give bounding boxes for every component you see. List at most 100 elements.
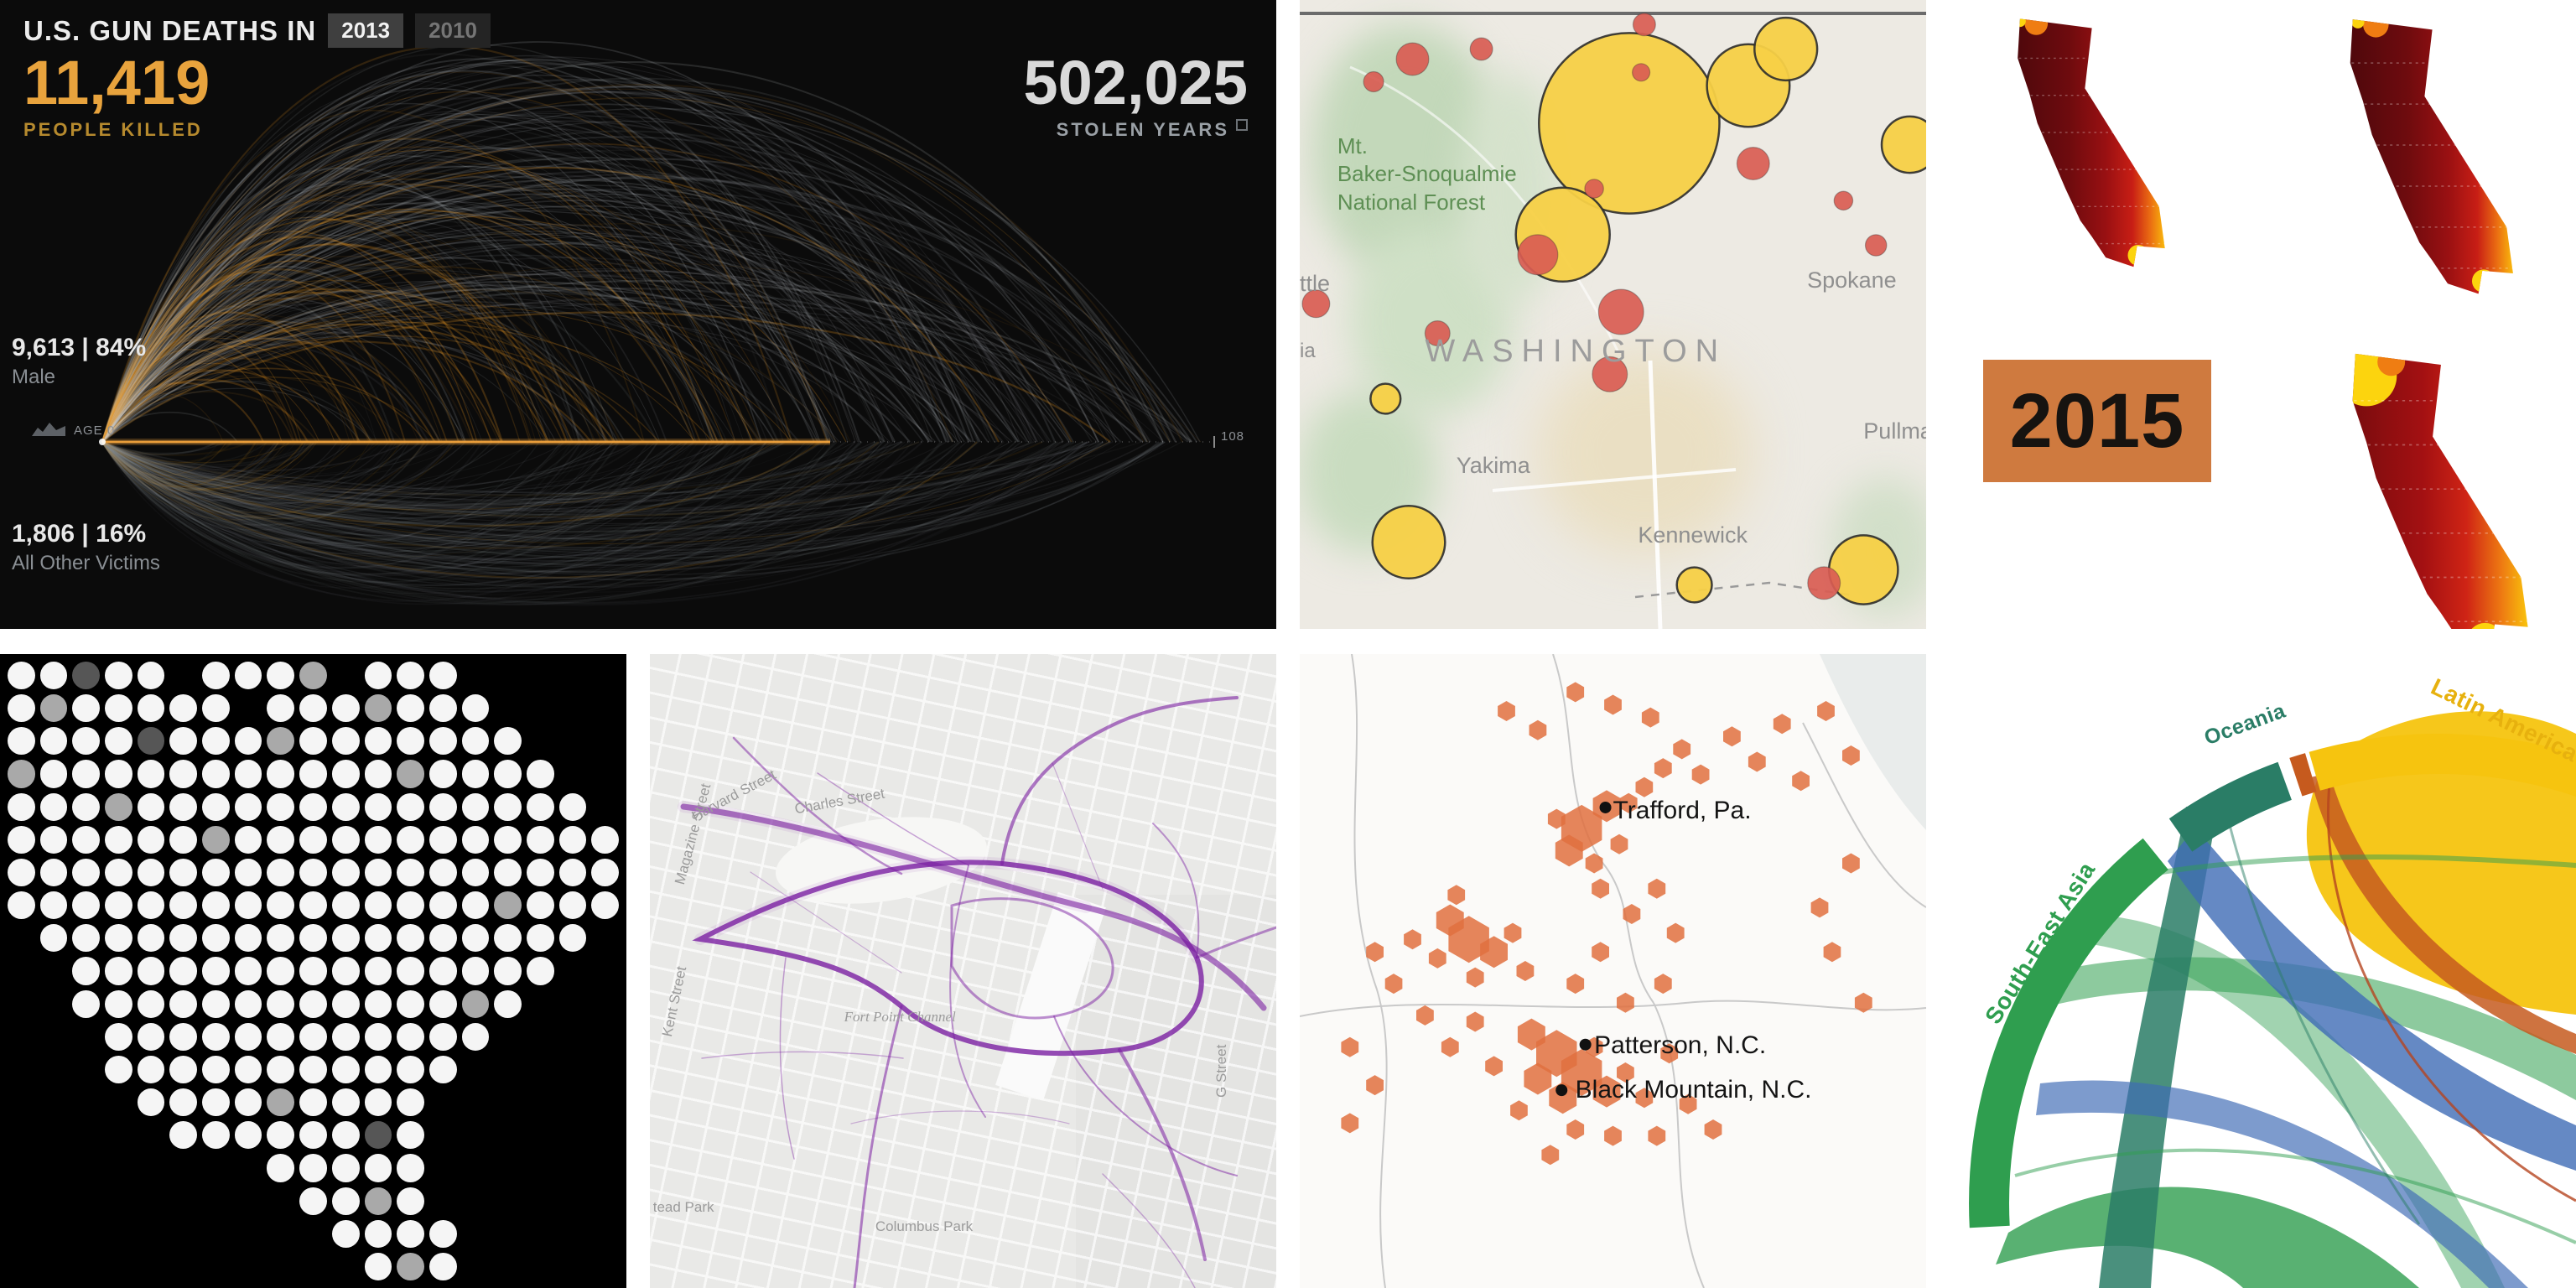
map-dot bbox=[331, 792, 360, 821]
map-dot bbox=[267, 1154, 295, 1182]
map-dot bbox=[299, 760, 327, 788]
map-dot bbox=[8, 957, 35, 984]
map-dot bbox=[105, 1121, 132, 1149]
map-dot bbox=[8, 924, 35, 952]
map-dot bbox=[137, 792, 165, 821]
map-dot bbox=[428, 825, 457, 854]
map-dot bbox=[364, 1219, 392, 1248]
map-dot bbox=[72, 1023, 100, 1051]
map-dot bbox=[299, 989, 327, 1018]
map-dot bbox=[494, 1023, 522, 1051]
map-dot bbox=[105, 792, 132, 821]
map-dot bbox=[72, 1253, 100, 1280]
other-label: All Other Victims bbox=[12, 552, 160, 574]
map-dot bbox=[331, 1219, 360, 1248]
map-dot bbox=[397, 1252, 424, 1280]
map-dot bbox=[364, 957, 392, 985]
map-dot bbox=[591, 891, 619, 920]
map-dot bbox=[591, 858, 619, 887]
map-dot bbox=[299, 924, 327, 953]
map-dot bbox=[462, 1220, 490, 1248]
map-dot bbox=[559, 1088, 587, 1116]
age-axis-start: AGE 0 bbox=[74, 423, 116, 438]
map-dot bbox=[137, 989, 165, 1018]
map-dot bbox=[72, 989, 101, 1018]
map-dot bbox=[72, 891, 101, 920]
map-dot bbox=[429, 1088, 457, 1116]
map-dot bbox=[235, 1253, 262, 1280]
map-dot bbox=[202, 1220, 230, 1248]
city-label-yakima: Yakima bbox=[1456, 453, 1530, 478]
map-dot bbox=[526, 924, 554, 953]
panel-hexbin-map[interactable]: Trafford, Pa. Patterson, N.C. Black Moun… bbox=[1300, 654, 1926, 1288]
map-dot bbox=[461, 891, 490, 920]
map-dot bbox=[332, 662, 360, 689]
map-dot bbox=[527, 1121, 554, 1149]
map-dot bbox=[137, 858, 165, 887]
panel-california-drought[interactable]: 2015 bbox=[1950, 0, 2576, 629]
map-dot bbox=[169, 924, 198, 953]
map-dot bbox=[8, 1187, 35, 1215]
map-dot bbox=[364, 1121, 392, 1150]
year-toggle-2010[interactable]: 2010 bbox=[415, 13, 491, 48]
map-dot bbox=[591, 1187, 619, 1215]
map-dot bbox=[202, 1187, 230, 1215]
map-dot bbox=[234, 1055, 262, 1084]
stolen-years-label: STOLEN YEARS bbox=[1024, 118, 1248, 141]
map-dot bbox=[559, 1023, 587, 1051]
year-toggle-2013[interactable]: 2013 bbox=[328, 13, 404, 48]
bubble-layer bbox=[1301, 13, 1926, 605]
map-dot bbox=[105, 924, 132, 953]
map-dot bbox=[72, 760, 101, 788]
map-dot bbox=[267, 1253, 294, 1280]
panel-running-routes-map[interactable]: Harvard Street Charles Street Fort Point… bbox=[650, 654, 1276, 1288]
border-line bbox=[1300, 12, 1926, 15]
panel-washington-bubble-map[interactable]: Mt. Baker-Snoqualmie National Forest WAS… bbox=[1300, 0, 1926, 629]
map-dot bbox=[299, 1121, 327, 1150]
map-dot bbox=[527, 727, 554, 755]
map-dot bbox=[428, 1022, 457, 1051]
info-square-icon bbox=[1236, 118, 1248, 131]
panel-chord-diagram[interactable]: South-East Asia Oceania Latin America bbox=[1950, 654, 2576, 1288]
map-dot bbox=[40, 1154, 68, 1182]
map-dot bbox=[169, 1253, 197, 1280]
map-dot bbox=[494, 662, 522, 689]
map-dot bbox=[364, 891, 392, 920]
map-dot bbox=[202, 825, 230, 854]
city-label-spokane: Spokane bbox=[1807, 267, 1897, 293]
map-dot bbox=[8, 1220, 35, 1248]
map-dot bbox=[559, 1121, 587, 1149]
map-dot bbox=[169, 858, 198, 887]
map-dot bbox=[267, 1121, 295, 1150]
map-dot bbox=[234, 662, 262, 690]
map-dot bbox=[8, 1121, 35, 1149]
map-dot bbox=[331, 1022, 360, 1051]
map-dot bbox=[397, 792, 424, 821]
panel-gun-deaths[interactable]: U.S. GUN DEATHS IN 2013 2010 11,419 PEOP… bbox=[0, 0, 1276, 629]
stolen-years-arc-chart bbox=[99, 41, 1215, 606]
map-dot bbox=[234, 989, 262, 1018]
map-dot bbox=[72, 694, 101, 723]
map-dot bbox=[72, 825, 101, 854]
map-dot bbox=[558, 924, 587, 953]
map-dot bbox=[559, 957, 587, 984]
map-dot bbox=[591, 924, 619, 952]
map-dot bbox=[299, 1187, 327, 1215]
map-dot bbox=[105, 1187, 132, 1215]
map-dot bbox=[8, 1253, 35, 1280]
map-dot bbox=[494, 792, 522, 821]
city-label-kennewick: Kennewick bbox=[1638, 522, 1748, 548]
map-dot bbox=[299, 891, 327, 920]
map-dot bbox=[559, 727, 587, 755]
map-dot bbox=[299, 1088, 327, 1117]
map-dot bbox=[331, 760, 360, 788]
map-dot bbox=[462, 1187, 490, 1215]
map-dot bbox=[234, 858, 262, 887]
map-dot bbox=[72, 924, 101, 953]
map-dot bbox=[202, 662, 230, 690]
stolen-years-stat: 502,025 STOLEN YEARS bbox=[1024, 50, 1248, 141]
panel-us-dot-map[interactable] bbox=[0, 654, 626, 1288]
map-dot bbox=[397, 1121, 424, 1150]
map-dot bbox=[8, 662, 35, 690]
